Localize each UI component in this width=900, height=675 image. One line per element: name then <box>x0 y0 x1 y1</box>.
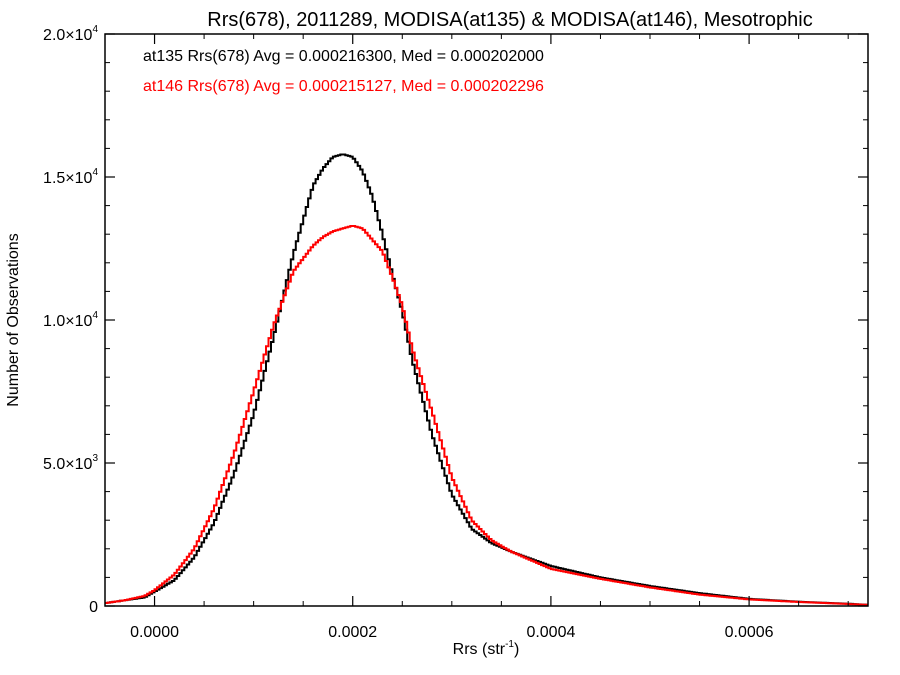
x-tick-label: 0.0002 <box>328 624 377 641</box>
ticks-layer: 0.0000 0.0002 0.0004 0.0006 0 5.0×103 1.0×104 1… <box>43 24 868 641</box>
x-axis-label-text: Rrs (str <box>453 641 506 658</box>
chart-title: Rrs(678), 2011289, MODISA(at135) & MODIS… <box>207 9 812 31</box>
x-axis-label: Rrs (str-1) <box>453 639 520 658</box>
series-layer <box>105 153 868 606</box>
y-tick-label: 1.0×104 <box>43 310 98 330</box>
x-tick-label: 0.0006 <box>725 624 774 641</box>
y-axis-label: Number of Observations <box>5 233 22 406</box>
series-1-line <box>105 225 868 606</box>
y-tick-label: 1.5×104 <box>43 167 98 187</box>
annotation-at135: at135 Rrs(678) Avg = 0.000216300, Med = … <box>143 48 544 65</box>
y-tick-label: 0 <box>89 599 98 616</box>
x-axis-label-superscript: -1 <box>505 639 514 650</box>
x-tick-label: 0.0004 <box>526 624 575 641</box>
annotation-at146: at146 Rrs(678) Avg = 0.000215127, Med = … <box>143 78 544 95</box>
y-tick-label: 5.0×103 <box>43 453 98 473</box>
x-tick-label: 0.0000 <box>130 624 179 641</box>
plot-frame <box>104 33 869 607</box>
x-axis-label-suffix: ) <box>514 641 519 658</box>
y-tick-label: 2.0×104 <box>43 24 98 44</box>
